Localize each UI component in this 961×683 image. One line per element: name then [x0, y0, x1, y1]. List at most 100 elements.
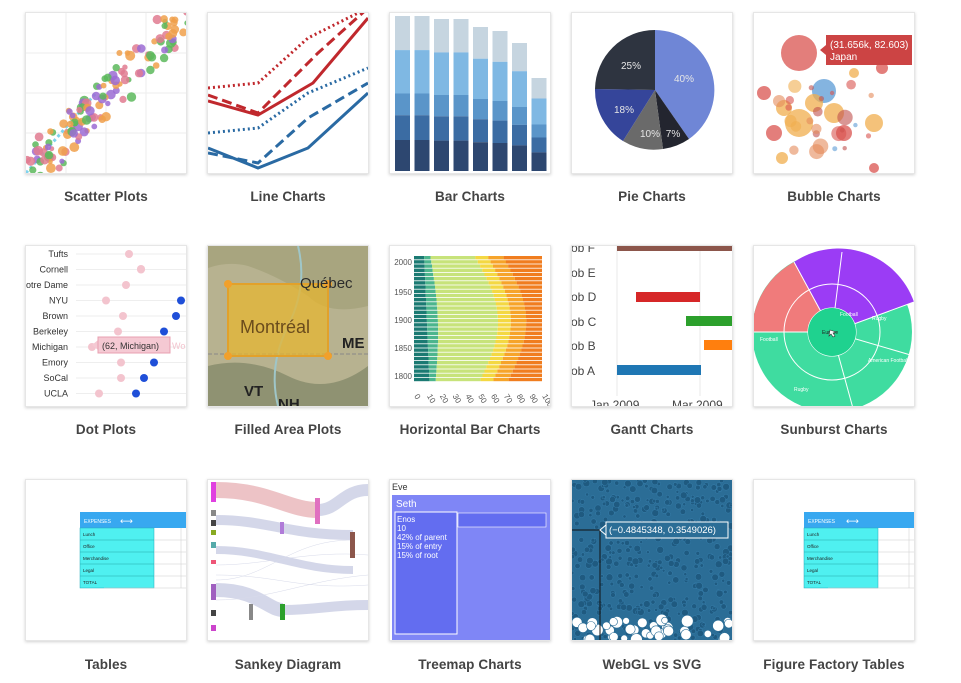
- hbar-segment: [482, 268, 496, 272]
- bubble: [788, 79, 802, 93]
- hbar-segment: [432, 264, 481, 268]
- hbar-segment: [437, 352, 492, 356]
- hbar-segment: [437, 310, 498, 314]
- bar-segment: [512, 124, 527, 146]
- scatter-plots-label[interactable]: Scatter Plots: [64, 189, 148, 204]
- webgl-point: [711, 516, 717, 523]
- table-row: TOTAL: [807, 580, 822, 585]
- bar-segment: [414, 140, 430, 171]
- bubble: [776, 152, 788, 164]
- scatter-point: [103, 73, 112, 82]
- horizontal-bar-charts-thumbnail[interactable]: 2000 1950 1900 1850 1800 0 10 20 30 40 50 60 70…: [389, 245, 551, 407]
- webgl-point: [667, 570, 673, 576]
- hbar-segment: [523, 340, 542, 344]
- scatter-point: [126, 92, 137, 102]
- scatter-point: [134, 69, 144, 78]
- hbar-segment: [512, 369, 542, 373]
- bar-charts-thumbnail[interactable]: [389, 12, 551, 174]
- figure-factory-tables-label[interactable]: Figure Factory Tables: [763, 657, 905, 672]
- filled-area-plots-thumbnail[interactable]: Québec Montréal ME VT NH: [207, 245, 369, 407]
- webgl-point: [604, 544, 612, 552]
- hbar-segment: [499, 365, 515, 369]
- webgl-point: [595, 510, 601, 517]
- pie-charts-label[interactable]: Pie Charts: [618, 189, 686, 204]
- bubble-charts-label[interactable]: Bubble Charts: [787, 189, 881, 204]
- webgl-point: [666, 483, 673, 490]
- webgl-vs-svg-label[interactable]: WebGL vs SVG: [602, 657, 702, 672]
- webgl-point: [619, 582, 625, 588]
- scatter-point: [137, 44, 146, 53]
- hbar-segment: [429, 373, 437, 377]
- hbar-segment: [502, 356, 519, 361]
- bubble: [853, 122, 858, 128]
- tables-thumbnail[interactable]: EXPENSES ⟷ Lunch Office Merchandise Lega…: [25, 479, 187, 641]
- hbar-segment: [428, 365, 437, 369]
- line-charts-thumbnail[interactable]: [207, 12, 369, 174]
- webgl-point: [677, 635, 682, 640]
- sankey-diagram-thumbnail[interactable]: [207, 479, 369, 641]
- webgl-point: [654, 608, 658, 612]
- sunburst-charts-label[interactable]: Sunburst Charts: [780, 422, 888, 437]
- scatter-point: [118, 67, 125, 75]
- webgl-point: [614, 480, 620, 486]
- webgl-point: [608, 540, 614, 546]
- horizontal-bar-charts-label[interactable]: Horizontal Bar Charts: [399, 422, 541, 437]
- pie-charts-thumbnail[interactable]: 40% 7% 10% 18% 25%: [571, 12, 733, 174]
- hbar-segment: [497, 327, 511, 331]
- hbar-segment: [414, 277, 426, 281]
- bar-charts-label[interactable]: Bar Charts: [434, 189, 506, 204]
- hbar-segment: [436, 369, 485, 373]
- area-vertex: [224, 352, 232, 360]
- sankey-node: [280, 522, 284, 534]
- bubble: [789, 145, 799, 155]
- gantt-x-tick: Jan 2009: [590, 398, 640, 406]
- hbar-segment: [508, 264, 542, 268]
- hbar-segment: [480, 264, 493, 268]
- figure-factory-tables-thumbnail[interactable]: EXPENSES ⟷ Lunch Office Merchandise Lega…: [753, 479, 915, 641]
- treemap-charts-label[interactable]: Treemap Charts: [418, 657, 522, 672]
- hbar-segment: [477, 260, 491, 264]
- dot-point: [95, 389, 103, 398]
- dot-plots-label[interactable]: Dot Plots: [75, 422, 137, 437]
- line-charts-label[interactable]: Line Charts: [250, 189, 326, 204]
- tables-label[interactable]: Tables: [84, 657, 128, 672]
- webgl-point: [649, 585, 655, 591]
- webgl-point: [600, 574, 604, 578]
- gantt-charts-label[interactable]: Gantt Charts: [610, 422, 694, 437]
- bubble: [831, 126, 847, 142]
- hbar-segment: [414, 348, 429, 352]
- hbar-segment: [438, 340, 496, 344]
- hbar-segment: [436, 373, 483, 377]
- sunburst-charts-thumbnail[interactable]: Europe Football American Football Rugby …: [753, 245, 915, 407]
- treemap-root-label: Eve: [392, 482, 408, 492]
- webgl-point: [602, 634, 608, 640]
- hbar-segment: [414, 361, 429, 365]
- bar-segment: [473, 27, 488, 59]
- sankey-node: [211, 560, 216, 564]
- dot-plots-thumbnail[interactable]: Tufts Cornell otre Dame NYU Brown Berkeley Mic…: [25, 245, 187, 407]
- hbar-segment: [426, 319, 438, 323]
- hbar-segment: [414, 356, 429, 361]
- hbar-segment: [510, 373, 542, 377]
- bubble-charts-thumbnail[interactable]: (31.656k, 82.603) Japan: [753, 12, 915, 174]
- filled-area-plots-label[interactable]: Filled Area Plots: [234, 422, 342, 437]
- bar-segment: [395, 50, 410, 94]
- sankey-diagram-label[interactable]: Sankey Diagram: [234, 657, 342, 672]
- dot-point: [119, 312, 127, 320]
- bar-segment: [473, 142, 488, 171]
- gantt-charts-thumbnail[interactable]: ob F ob E ob D ob C ob B ob A Jan 2009 M…: [571, 245, 733, 407]
- bubble: [813, 106, 823, 117]
- webgl-point: [680, 564, 688, 572]
- webgl-point: [714, 560, 723, 569]
- webgl-point: [729, 503, 732, 508]
- gantt-bar: [636, 292, 700, 302]
- webgl-point: [620, 634, 628, 640]
- webgl-point: [697, 595, 703, 602]
- webgl-point: [656, 491, 663, 498]
- webgl-vs-svg-thumbnail[interactable]: (−0.4845348, 0.3549026): [571, 479, 733, 641]
- scatter-plots-thumbnail[interactable]: [25, 12, 187, 174]
- table-row: Lunch: [807, 532, 820, 537]
- hbar-segment: [438, 331, 498, 335]
- treemap-charts-thumbnail[interactable]: Eve Seth Enos 10 42% of parent 15% of en…: [389, 479, 551, 641]
- hbar-segment: [499, 277, 515, 281]
